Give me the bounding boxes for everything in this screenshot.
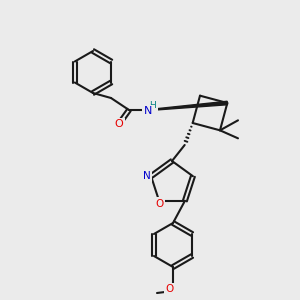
Text: H: H [150,101,156,110]
Text: O: O [115,119,123,129]
Polygon shape [149,101,227,110]
Text: O: O [155,199,163,209]
Text: N: N [144,106,152,116]
Text: N: N [143,171,151,181]
Text: O: O [165,284,173,294]
